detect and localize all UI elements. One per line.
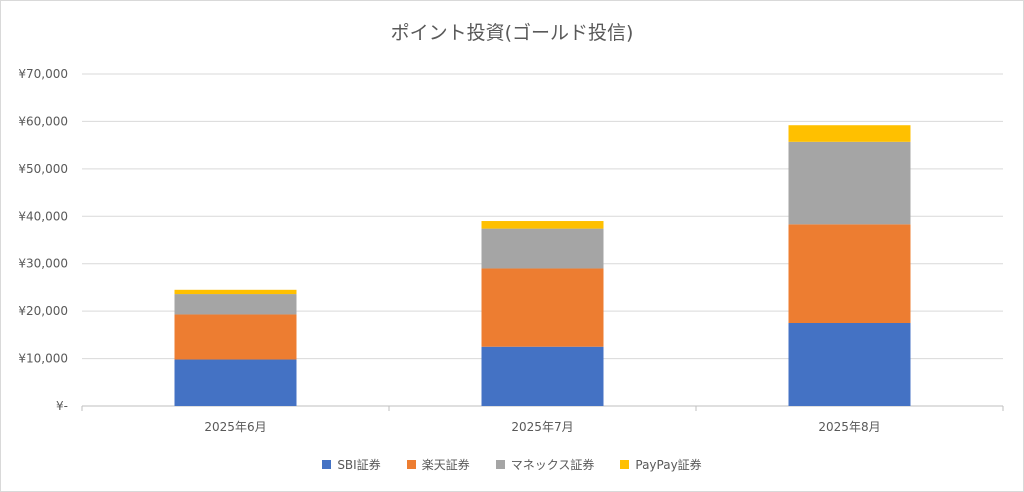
y-tick-label: ¥70,000 <box>18 67 68 81</box>
chart-title: ポイント投資(ゴールド投信) <box>390 22 634 44</box>
y-tick-label: ¥20,000 <box>18 304 68 318</box>
legend: SBI証券 楽天証券 マネックス証券 PayPay証券 <box>0 456 1024 473</box>
y-tick-label: ¥40,000 <box>18 209 68 223</box>
bar-segment <box>788 323 911 406</box>
legend-swatch <box>495 460 505 469</box>
legend-item: マネックス証券 <box>495 456 595 473</box>
bar-segment <box>174 314 297 360</box>
legend-item: PayPay証券 <box>620 456 702 473</box>
legend-label: 楽天証券 <box>421 458 470 472</box>
y-tick-label: ¥10,000 <box>18 352 68 366</box>
y-tick-label: ¥60,000 <box>18 114 68 128</box>
legend-label: PayPay証券 <box>635 458 702 472</box>
x-tick-label: 2025年6月 <box>204 420 266 434</box>
legend-label: SBI証券 <box>337 458 381 472</box>
bar-segment <box>481 268 604 347</box>
bar-segment <box>174 359 297 406</box>
bar-segment <box>481 228 604 269</box>
y-tick-label: ¥50,000 <box>18 162 68 176</box>
legend-swatch <box>322 460 332 469</box>
legend-item: 楽天証券 <box>406 456 470 473</box>
legend-swatch <box>406 460 416 469</box>
x-tick-label: 2025年8月 <box>818 420 880 434</box>
y-tick-label: ¥- <box>56 399 68 413</box>
legend-label: マネックス証券 <box>510 458 595 472</box>
legend-swatch <box>620 460 630 469</box>
bar-segment <box>481 221 604 229</box>
bar-segment <box>174 294 297 315</box>
bar-segment <box>174 289 297 295</box>
bar-segment <box>481 346 604 406</box>
bar-segment <box>788 141 911 225</box>
y-tick-label: ¥30,000 <box>18 257 68 271</box>
bar-segment <box>788 125 911 142</box>
bar-segment <box>788 224 911 323</box>
x-tick-label: 2025年7月 <box>511 420 573 434</box>
legend-item: SBI証券 <box>322 456 381 473</box>
